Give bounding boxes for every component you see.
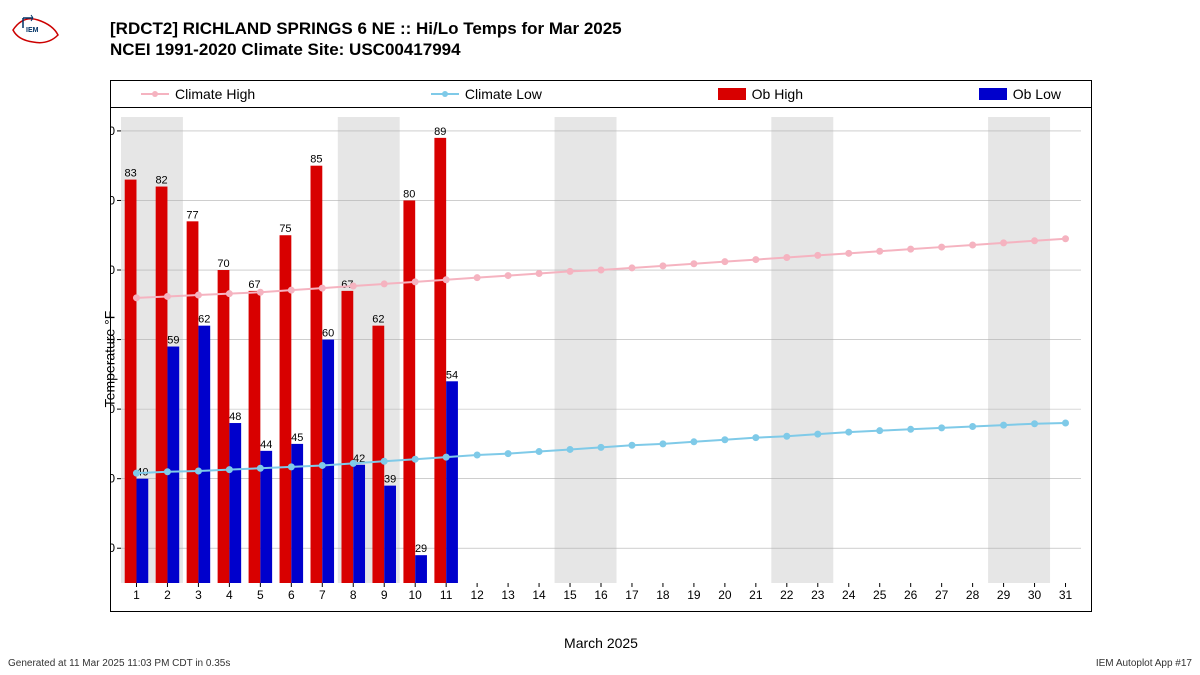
svg-text:85: 85 [310, 154, 322, 166]
svg-text:25: 25 [873, 588, 887, 602]
svg-text:20: 20 [718, 588, 732, 602]
legend-ob-low: Ob Low [979, 86, 1061, 102]
svg-text:90: 90 [111, 124, 115, 138]
svg-text:14: 14 [532, 588, 546, 602]
svg-text:31: 31 [1059, 588, 1073, 602]
svg-text:10: 10 [409, 588, 423, 602]
legend: Climate High Climate Low Ob High Ob Low [111, 81, 1091, 108]
svg-text:83: 83 [124, 168, 136, 180]
svg-text:40: 40 [111, 472, 115, 486]
svg-text:8: 8 [350, 588, 357, 602]
iem-logo: IEM [8, 10, 63, 50]
svg-text:22: 22 [780, 588, 794, 602]
line-swatch-icon [141, 93, 169, 95]
svg-text:26: 26 [904, 588, 918, 602]
chart-container: Climate High Climate Low Ob High Ob Low … [110, 80, 1092, 612]
svg-text:3: 3 [195, 588, 202, 602]
legend-climate-low: Climate Low [431, 86, 542, 102]
footer-timestamp: Generated at 11 Mar 2025 11:03 PM CDT in… [8, 658, 230, 669]
svg-text:45: 45 [291, 432, 303, 444]
legend-label: Ob High [752, 86, 803, 102]
svg-text:2: 2 [164, 588, 171, 602]
rect-swatch-icon [718, 88, 746, 100]
x-axis-label: March 2025 [564, 635, 638, 651]
svg-text:11: 11 [440, 588, 453, 602]
svg-text:27: 27 [935, 588, 949, 602]
svg-text:48: 48 [229, 411, 241, 423]
legend-label: Climate Low [465, 86, 542, 102]
svg-text:19: 19 [687, 588, 701, 602]
svg-text:30: 30 [1028, 588, 1042, 602]
svg-text:70: 70 [217, 258, 229, 270]
svg-text:1: 1 [133, 588, 140, 602]
svg-text:IEM: IEM [26, 27, 39, 34]
svg-text:70: 70 [111, 263, 115, 277]
svg-text:24: 24 [842, 588, 856, 602]
footer-app: IEM Autoplot App #17 [1096, 658, 1192, 669]
svg-text:80: 80 [111, 193, 115, 207]
svg-text:44: 44 [260, 439, 272, 451]
y-axis-label: Temperature °F [101, 311, 117, 408]
svg-text:60: 60 [322, 328, 334, 340]
svg-text:21: 21 [749, 588, 763, 602]
svg-text:59: 59 [167, 335, 179, 347]
svg-text:29: 29 [415, 543, 427, 555]
legend-climate-high: Climate High [141, 86, 255, 102]
svg-text:89: 89 [434, 126, 446, 138]
legend-label: Ob Low [1013, 86, 1061, 102]
svg-text:39: 39 [384, 474, 396, 486]
chart-title: [RDCT2] RICHLAND SPRINGS 6 NE :: Hi/Lo T… [110, 18, 622, 61]
svg-text:54: 54 [446, 369, 458, 381]
svg-text:18: 18 [656, 588, 670, 602]
svg-text:77: 77 [186, 209, 198, 221]
svg-text:28: 28 [966, 588, 980, 602]
svg-text:7: 7 [319, 588, 326, 602]
svg-text:12: 12 [470, 588, 484, 602]
svg-text:15: 15 [563, 588, 577, 602]
rect-swatch-icon [979, 88, 1007, 100]
svg-text:62: 62 [372, 314, 384, 326]
title-line1: [RDCT2] RICHLAND SPRINGS 6 NE :: Hi/Lo T… [110, 18, 622, 39]
svg-text:30: 30 [111, 541, 115, 555]
svg-text:17: 17 [625, 588, 639, 602]
svg-text:82: 82 [155, 175, 167, 187]
svg-text:67: 67 [248, 279, 260, 291]
svg-text:23: 23 [811, 588, 825, 602]
title-line2: NCEI 1991-2020 Climate Site: USC00417994 [110, 39, 622, 60]
svg-text:29: 29 [997, 588, 1011, 602]
svg-text:5: 5 [257, 588, 264, 602]
svg-text:75: 75 [279, 223, 291, 235]
svg-text:80: 80 [403, 188, 415, 200]
plot-area: 3040506070809012345678910111213141516171… [111, 107, 1091, 611]
svg-text:62: 62 [198, 314, 210, 326]
svg-text:13: 13 [501, 588, 515, 602]
svg-text:4: 4 [226, 588, 233, 602]
svg-text:16: 16 [594, 588, 608, 602]
legend-label: Climate High [175, 86, 255, 102]
svg-text:9: 9 [381, 588, 388, 602]
line-swatch-icon [431, 93, 459, 95]
svg-text:6: 6 [288, 588, 295, 602]
legend-ob-high: Ob High [718, 86, 803, 102]
